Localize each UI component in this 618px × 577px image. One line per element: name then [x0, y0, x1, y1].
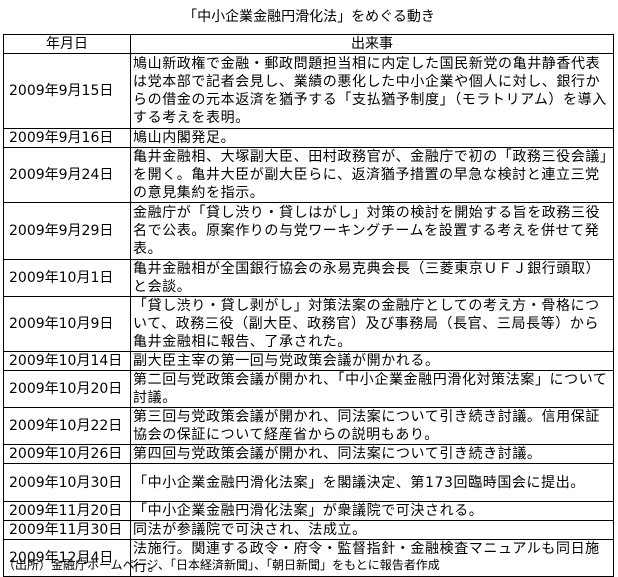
event-row: 2009年9月24日 亀井金融相、大塚副大臣、田村政務官が、金融庁で初の「政務三役…: [3, 147, 614, 203]
date-cell: 2009年9月24日: [3, 147, 131, 203]
table-body: 2009年9月15日 鳩山新政権で金融・郵政問題担当相に内定した国民新党の亀井静香…: [3, 53, 614, 577]
date-cell: 2009年12月4日: [3, 539, 131, 577]
event-cell: 副大臣主宰の第一回与党政策会議が開かれる。: [130, 351, 614, 371]
event-row: 2009年9月16日 鳩山内閣発足。: [3, 128, 614, 148]
event-cell: 鳩山内閣発足。: [130, 128, 614, 148]
event-cell: 第三回与党政策会議が開かれ、同法案について引き続き討議。信用保証協会の保証につい…: [130, 407, 614, 445]
event-row: 2009年10月14日 副大臣主宰の第一回与党政策会議が開かれる。: [3, 351, 614, 371]
event-cell: 「中小企業金融円滑化法案」を閣議決定、第173回臨時国会に提出。: [130, 463, 614, 502]
event-cell: 同法が参議院で可決され、法成立。: [130, 520, 614, 540]
header-row: 年月日 出来事: [3, 34, 614, 54]
event-row: 2009年10月20日 第二回与党政策会議が開かれ、「中小企業金融円滑化対策法案」…: [3, 370, 614, 408]
date-cell: 2009年10月1日: [3, 259, 131, 297]
event-row: 2009年12月4日 法施行。関連する政令・府令・監督指針・金融検査マニュアルも同…: [3, 539, 614, 577]
event-row: 2009年10月22日 第三回与党政策会議が開かれ、同法案について引き続き討議。信…: [3, 407, 614, 445]
event-cell: 第四回与党政策会議が開かれ、同法案について引き続き討議。: [130, 444, 614, 464]
event-cell: 法施行。関連する政令・府令・監督指針・金融検査マニュアルも同日施行。: [130, 539, 614, 577]
event-row: 2009年10月26日 第四回与党政策会議が開かれ、同法案について引き続き討議。: [3, 444, 614, 464]
event-cell: 亀井金融相が全国銀行協会の永易克典会長（三菱東京ＵＦＪ銀行頭取）と会談。: [130, 259, 614, 297]
date-cell: 2009年10月26日: [3, 444, 131, 464]
date-cell: 2009年9月29日: [3, 202, 131, 260]
event-row: 2009年9月15日 鳩山新政権で金融・郵政問題担当相に内定した国民新党の亀井静香…: [3, 53, 614, 129]
events-table: 年月日 出来事 2009年9月15日 鳩山新政権で金融・郵政問題担当相に内定した国…: [3, 34, 614, 577]
date-cell: 2009年9月16日: [3, 128, 131, 148]
event-cell: 鳩山新政権で金融・郵政問題担当相に内定した国民新党の亀井静香代表は党本部で記者会…: [130, 53, 614, 129]
event-row: 2009年10月1日 亀井金融相が全国銀行協会の永易克典会長（三菱東京ＵＦＪ銀行頭…: [3, 259, 614, 297]
date-cell: 2009年11月20日: [3, 501, 131, 521]
date-cell: 2009年11月30日: [3, 520, 131, 540]
event-cell: 金融庁が「貸し渋り・貸しはがし」対策の検討を開始する旨を政務三役名で公表。原案作…: [130, 202, 614, 260]
date-cell: 2009年10月22日: [3, 407, 131, 445]
header-cell: 出来事: [130, 34, 614, 54]
title: 「中小企業金融円滑化法」をめぐる動き: [183, 9, 435, 25]
date-cell: 2009年10月20日: [3, 370, 131, 408]
source-note: （出所）金融庁ホームページ、「日本経済新聞」、「朝日新聞」をもとに報告者作成: [3, 558, 440, 572]
date-cell: 2009年9月15日: [3, 53, 131, 129]
event-cell: 「中小企業金融円滑化法案」が衆議院で可決される。: [130, 501, 614, 521]
header-cell: 年月日: [3, 34, 131, 54]
event-row: 2009年11月20日 「中小企業金融円滑化法案」が衆議院で可決される。: [3, 501, 614, 521]
date-cell: 2009年10月30日: [3, 463, 131, 502]
event-cell: 第二回与党政策会議が開かれ、「中小企業金融円滑化対策法案」について討議。: [130, 370, 614, 408]
date-cell: 2009年10月14日: [3, 351, 131, 371]
event-row: 2009年9月29日 金融庁が「貸し渋り・貸しはがし」対策の検討を開始する旨を政務…: [3, 202, 614, 260]
event-cell: 亀井金融相、大塚副大臣、田村政務官が、金融庁で初の「政務三役会議」を開く。亀井大…: [130, 147, 614, 203]
event-row: 2009年11月30日 同法が参議院で可決され、法成立。: [3, 520, 614, 540]
event-row: 2009年10月30日 「中小企業金融円滑化法案」を閣議決定、第173回臨時国会に…: [3, 463, 614, 502]
date-cell: 2009年10月9日: [3, 296, 131, 352]
event-row: 2009年10月9日 「貸し渋り・貸し剥がし」対策法案の金融庁としての考え方・骨格…: [3, 296, 614, 352]
event-cell: 「貸し渋り・貸し剥がし」対策法案の金融庁としての考え方・骨格について、政務三役（…: [130, 296, 614, 352]
